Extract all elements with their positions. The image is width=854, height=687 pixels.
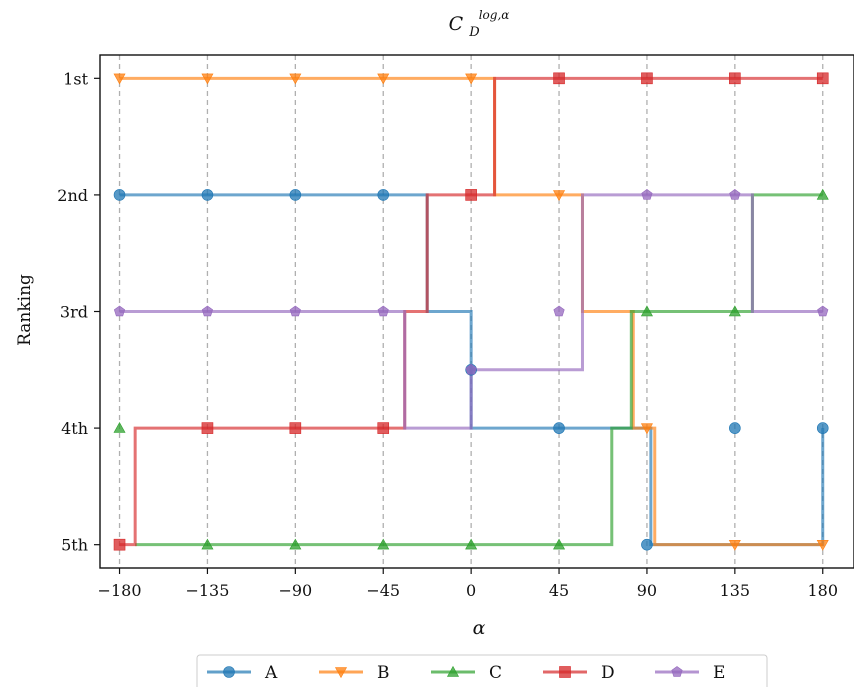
data-point-a [201, 189, 214, 201]
data-point-a [289, 189, 302, 201]
data-point-d [729, 72, 741, 85]
data-point-b [201, 73, 214, 85]
y-tick-label: 4th [61, 419, 88, 438]
legend: A B C D E [196, 654, 768, 687]
legend-label-c: C [489, 663, 502, 683]
data-point-e [377, 305, 389, 317]
data-point-b [465, 73, 478, 85]
data-point-e [553, 305, 565, 317]
x-tick-label: 180 [807, 581, 838, 600]
legend-label-a: A [264, 663, 278, 683]
data-point-b [113, 73, 126, 85]
legend-label-d: D [601, 663, 615, 683]
series-lines [119, 76, 825, 547]
series-line-d [119, 76, 823, 547]
data-point-c [640, 305, 653, 317]
data-point-c [289, 538, 302, 550]
data-point-a [377, 189, 390, 201]
chart-title: C D log,α [449, 8, 510, 41]
data-point-c [113, 421, 126, 433]
x-tick-label: −180 [98, 581, 142, 600]
x-tick-label: −45 [366, 581, 400, 600]
data-point-d [641, 72, 653, 85]
y-axis-label: Ranking [15, 274, 35, 346]
data-point-d [465, 189, 477, 201]
data-point-b [728, 539, 741, 551]
data-point-c [816, 188, 829, 200]
y-tick-label: 2nd [57, 186, 88, 205]
chart-title-sup: log,α [479, 8, 510, 22]
data-point-a [553, 422, 565, 434]
data-point-c [728, 305, 741, 317]
axis-ticks: −180 −135 −90 −45 0 45 90 135 180 1st 2nd 3rd 4th 5th [57, 69, 838, 600]
data-point-c [553, 538, 566, 550]
legend-label-b: B [377, 663, 390, 683]
data-point-a [816, 422, 829, 434]
y-tick-label: 3rd [60, 303, 88, 322]
legend-label-e: E [713, 663, 725, 683]
data-point-b [816, 539, 829, 551]
legend-marker-a [223, 666, 235, 678]
data-point-b [289, 73, 302, 85]
data-point-e [817, 305, 829, 317]
chart-title-sub: D [468, 25, 480, 40]
y-tick-label: 5th [61, 536, 88, 555]
data-point-e [201, 305, 214, 317]
data-point-d [289, 422, 302, 434]
data-point-a [113, 189, 126, 201]
data-point-e [729, 189, 741, 200]
data-point-b [640, 423, 653, 435]
y-tick-label: 1st [63, 69, 88, 88]
legend-marker-b [334, 667, 348, 679]
x-tick-label: 90 [637, 581, 657, 600]
data-point-d [377, 422, 390, 434]
series-line-e [119, 193, 823, 430]
data-point-d [201, 422, 214, 434]
data-point-b [377, 73, 390, 85]
data-point-e [465, 363, 477, 375]
data-point-d [553, 72, 565, 85]
legend-marker-c [446, 665, 460, 677]
chart-title-main: C [449, 13, 464, 35]
data-point-a [641, 538, 653, 551]
data-point-e [113, 305, 126, 317]
data-point-d [816, 72, 829, 85]
x-tick-label: 45 [549, 581, 569, 600]
data-point-e [289, 305, 301, 317]
legend-marker-e [671, 666, 683, 677]
x-tick-label: −135 [185, 581, 229, 600]
legend-marker-d [559, 666, 571, 678]
series-markers [113, 72, 829, 551]
data-point-d [113, 538, 126, 551]
data-point-a [729, 422, 741, 434]
data-point-c [201, 538, 214, 550]
data-point-b [553, 190, 566, 202]
x-tick-label: −90 [278, 581, 312, 600]
x-tick-label: 135 [720, 581, 751, 600]
legend-box [196, 654, 768, 687]
data-point-c [377, 538, 390, 550]
data-point-c [465, 538, 478, 550]
data-point-e [641, 189, 653, 200]
x-tick-label: 0 [466, 581, 476, 600]
x-axis-label: α [473, 617, 486, 639]
